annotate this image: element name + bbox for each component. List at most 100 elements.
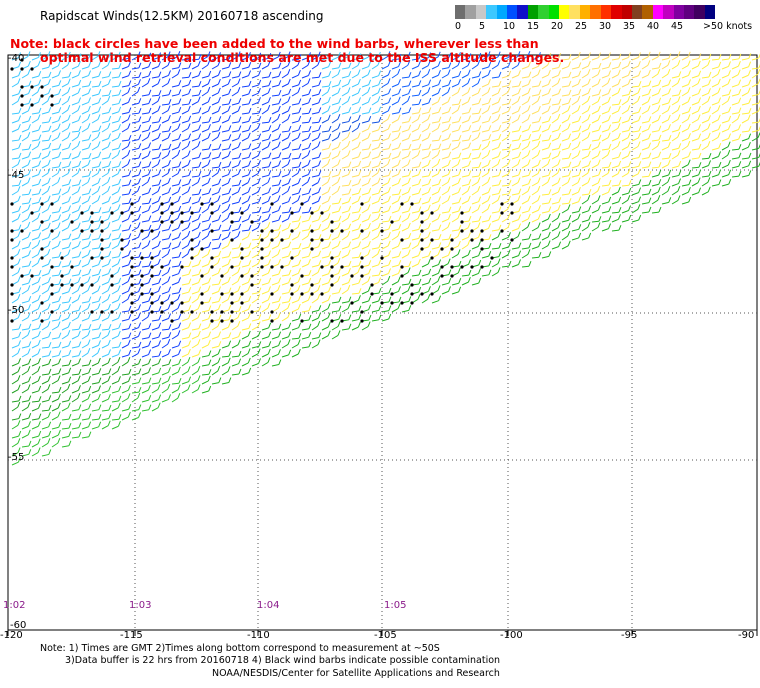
wind-barb bbox=[581, 232, 592, 241]
wind-barb bbox=[341, 125, 352, 133]
wind-barb bbox=[381, 186, 391, 196]
wind-barb bbox=[111, 294, 121, 304]
wind-barb bbox=[270, 231, 281, 242]
wind-barb bbox=[141, 349, 152, 358]
wind-barb bbox=[521, 96, 531, 106]
wind-barb bbox=[431, 213, 441, 223]
wind-barb bbox=[201, 132, 211, 142]
wind-barb bbox=[270, 312, 281, 323]
wind-barb bbox=[361, 240, 371, 250]
wind-barb bbox=[260, 231, 271, 242]
wind-barb bbox=[361, 204, 371, 214]
wind-barb bbox=[21, 213, 31, 223]
wind-barb bbox=[331, 79, 342, 88]
wind-barb bbox=[611, 196, 622, 205]
wind-barb bbox=[611, 168, 621, 178]
wind-barb bbox=[111, 395, 122, 403]
wind-barb bbox=[381, 170, 392, 178]
wind-barb bbox=[561, 161, 572, 169]
wind-barb bbox=[100, 213, 111, 224]
wind-barb bbox=[391, 88, 402, 97]
wind-barb bbox=[201, 78, 211, 88]
wind-barb bbox=[721, 115, 732, 124]
wind-barb bbox=[21, 329, 31, 340]
wind-barb bbox=[31, 212, 41, 223]
wind-barb bbox=[141, 150, 151, 160]
wind-barb bbox=[61, 260, 72, 268]
wind-barb bbox=[201, 322, 212, 331]
wind-barb bbox=[701, 79, 712, 88]
wind-barb bbox=[220, 266, 231, 278]
wind-barb bbox=[381, 305, 392, 313]
wind-barb bbox=[500, 203, 511, 215]
wind-barb bbox=[31, 285, 41, 295]
wind-barb bbox=[131, 377, 142, 385]
wind-barb bbox=[61, 367, 72, 376]
wind-barb bbox=[571, 196, 582, 205]
wind-barb bbox=[451, 60, 461, 70]
wind-barb bbox=[311, 305, 322, 313]
wind-barb bbox=[131, 312, 141, 322]
wind-barb bbox=[260, 250, 272, 260]
wind-barb bbox=[541, 240, 551, 250]
wind-barb bbox=[250, 305, 262, 314]
wind-barb bbox=[91, 141, 101, 151]
wind-barb bbox=[21, 197, 32, 205]
wind-barb bbox=[451, 70, 462, 79]
wind-barb bbox=[211, 87, 221, 97]
wind-barb bbox=[41, 375, 51, 385]
wind-barb bbox=[61, 330, 71, 340]
wind-barb bbox=[471, 170, 482, 178]
wind-barb bbox=[671, 96, 681, 106]
wind-barb bbox=[591, 78, 601, 88]
wind-barb bbox=[221, 78, 231, 88]
wind-barb bbox=[150, 306, 162, 314]
wind-barb bbox=[271, 89, 282, 97]
legend-label: 35 bbox=[623, 21, 636, 32]
wind-barb bbox=[310, 241, 322, 251]
wind-barb bbox=[370, 287, 382, 296]
wind-barb bbox=[231, 339, 241, 349]
legend-label: 40 bbox=[647, 21, 660, 32]
wind-barb bbox=[110, 277, 122, 287]
wind-barb bbox=[101, 368, 112, 376]
wind-barb bbox=[421, 196, 432, 205]
wind-barb bbox=[191, 293, 201, 304]
wind-barb bbox=[491, 206, 502, 214]
wind-barb bbox=[571, 125, 582, 133]
wind-barb bbox=[371, 305, 382, 313]
wind-barb bbox=[581, 167, 591, 178]
wind-barb bbox=[661, 197, 672, 205]
wind-barb bbox=[381, 114, 391, 124]
wind-barb bbox=[661, 169, 672, 178]
wind-barb bbox=[101, 357, 111, 367]
wind-barb bbox=[51, 321, 61, 331]
wind-barb bbox=[121, 269, 132, 277]
wind-barb bbox=[200, 197, 212, 206]
wind-barb bbox=[151, 240, 161, 250]
wind-barb bbox=[531, 52, 541, 61]
legend-swatch bbox=[559, 5, 570, 19]
wind-barb bbox=[41, 268, 52, 277]
wind-barb-swath bbox=[10, 51, 760, 466]
wind-barb bbox=[211, 125, 222, 133]
wind-barb bbox=[571, 160, 582, 169]
wind-barb bbox=[451, 169, 462, 178]
wind-barb bbox=[381, 159, 391, 169]
wind-barb bbox=[371, 51, 381, 61]
wind-barb bbox=[11, 304, 21, 313]
wind-barb bbox=[121, 368, 132, 376]
wind-barb bbox=[241, 214, 251, 223]
wind-barb bbox=[401, 222, 411, 232]
wind-barb bbox=[71, 160, 82, 169]
wind-barb bbox=[51, 411, 61, 421]
wind-barb bbox=[381, 78, 391, 88]
wind-barb bbox=[301, 331, 312, 340]
wind-barb bbox=[181, 178, 192, 187]
wind-barb bbox=[101, 294, 111, 304]
wind-barb bbox=[250, 267, 261, 278]
wind-barb bbox=[41, 185, 51, 196]
wind-barb bbox=[111, 414, 122, 421]
wind-barb bbox=[71, 105, 81, 115]
wind-barb bbox=[431, 143, 442, 151]
